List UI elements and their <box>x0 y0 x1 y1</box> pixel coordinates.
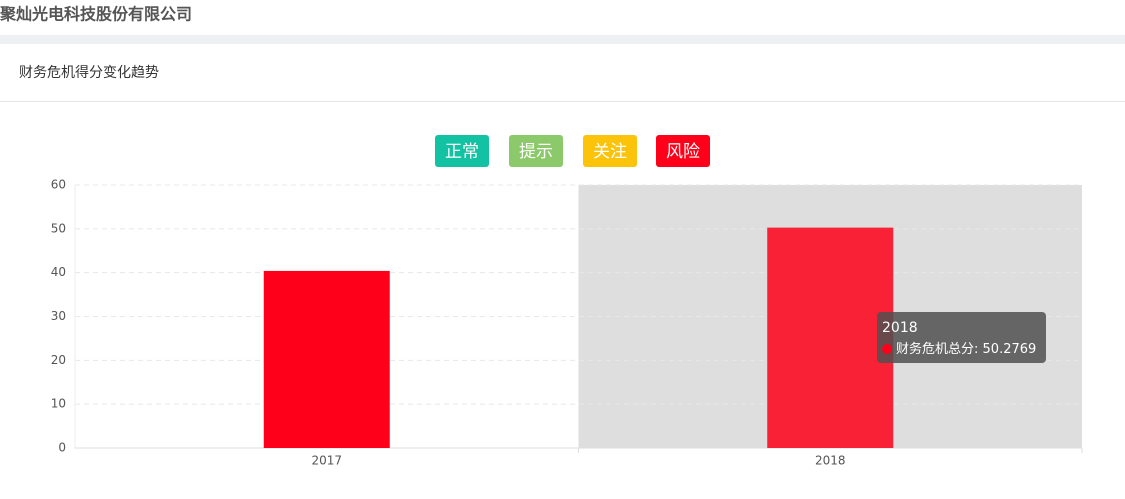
tooltip-value: 50.2769 <box>983 342 1037 357</box>
level-button[interactable] <box>656 135 710 167</box>
x-tick-label: 2018 <box>815 454 846 468</box>
y-tick-label: 0 <box>58 441 66 455</box>
bar <box>263 270 390 448</box>
y-tick-label: 40 <box>51 265 66 279</box>
level-label: 关注 <box>593 142 627 162</box>
tooltip-box <box>877 312 1046 363</box>
tooltip-text: 财务危机总分: 50.2769 <box>896 341 1036 357</box>
level-button[interactable] <box>583 135 637 167</box>
y-tick-label: 10 <box>51 397 66 411</box>
y-tick-label: 30 <box>51 309 66 323</box>
y-tick-label: 50 <box>51 221 66 235</box>
tooltip: 2018 财务危机总分: 50.2769 <box>877 312 1046 363</box>
tooltip-marker <box>882 344 892 354</box>
level-label: 风险 <box>666 142 700 162</box>
divider-bar <box>0 35 1125 44</box>
bar <box>767 227 894 448</box>
level-button[interactable] <box>435 135 489 167</box>
panel-title: 财务危机得分变化趋势 <box>19 64 159 81</box>
tooltip-title: 2018 <box>882 320 918 336</box>
company-title: 聚灿光电科技股份有限公司 <box>0 5 192 24</box>
level-label: 正常 <box>445 142 479 162</box>
tooltip-sep: : <box>974 342 983 357</box>
y-tick-label: 60 <box>51 178 66 192</box>
x-tick-label: 2017 <box>311 454 342 468</box>
y-tick-label: 20 <box>51 353 66 367</box>
level-button[interactable] <box>509 135 563 167</box>
tooltip-series: 财务危机总分 <box>896 341 974 357</box>
level-label: 提示 <box>519 142 553 162</box>
